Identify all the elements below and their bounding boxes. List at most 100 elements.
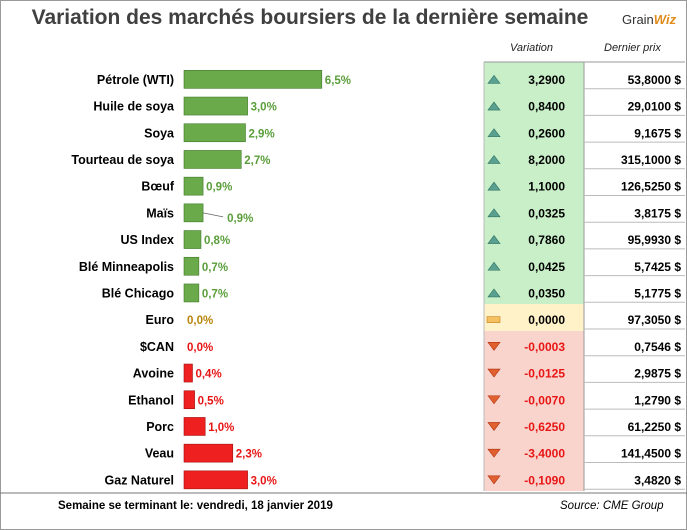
bar	[183, 390, 195, 410]
bar-value-label: 3,0%	[251, 102, 277, 114]
down-triangle-icon	[487, 342, 501, 351]
bar-value-label: 0,5%	[198, 395, 224, 407]
last-price-value: 95,9930 $	[628, 233, 682, 247]
category-label: Maïs	[146, 206, 174, 220]
variation-value: 1,1000	[528, 180, 565, 194]
variation-value: 0,0325	[528, 206, 565, 220]
up-triangle-icon	[487, 128, 501, 138]
category-label: Porc	[146, 420, 174, 434]
last-price-value: 97,3050 $	[628, 313, 682, 327]
category-label: Soya	[144, 126, 175, 140]
up-triangle-icon	[487, 181, 501, 191]
bar-value-label: 0,0%	[187, 342, 213, 354]
bar-value-label: 2,3%	[236, 449, 262, 461]
down-triangle-icon	[487, 368, 501, 378]
bar	[183, 363, 193, 383]
up-triangle-icon	[487, 101, 501, 111]
bar	[183, 203, 204, 223]
bar-value-label: 2,7%	[244, 155, 270, 167]
up-triangle-icon	[487, 235, 501, 244]
bar	[183, 470, 248, 490]
bar-value-label: 0,9%	[227, 213, 253, 225]
down-triangle-icon	[487, 475, 501, 485]
variation-value: -3,4000	[524, 447, 565, 461]
variation-value: 0,0000	[528, 313, 565, 327]
category-label: Euro	[146, 313, 175, 327]
footer-label: Semaine se terminant le:	[58, 500, 194, 512]
category-label: Tourteau de soya	[71, 153, 175, 167]
variation-value: 0,2600	[528, 126, 565, 140]
bar	[183, 123, 246, 143]
bar	[183, 443, 234, 463]
variation-value: -0,0070	[524, 393, 565, 407]
variation-value: 3,2900	[528, 73, 565, 87]
flat-dash-icon	[486, 316, 501, 323]
up-triangle-icon	[487, 288, 501, 298]
bar-value-label: 2,9%	[248, 128, 274, 140]
down-triangle-icon	[487, 395, 501, 405]
footer-week: Semaine se terminant le: vendredi, 18 ja…	[58, 500, 333, 512]
category-label: Gaz Naturel	[105, 473, 174, 487]
price-header: Dernier prix	[604, 42, 661, 54]
category-label: $CAN	[140, 340, 174, 354]
bar-value-label: 3,0%	[251, 475, 277, 487]
up-triangle-icon	[487, 74, 501, 84]
category-label: US Index	[121, 233, 175, 247]
last-price-value: 29,0100 $	[628, 100, 682, 114]
footer-source: Source: CME Group	[560, 500, 664, 512]
category-label: Avoine	[133, 367, 174, 381]
category-label: Huile de soya	[93, 100, 175, 114]
last-price-value: 5,1775 $	[634, 286, 681, 300]
category-label: Bœuf	[141, 180, 174, 194]
last-price-value: 126,5250 $	[621, 180, 681, 194]
category-label: Blé Minneapolis	[79, 260, 174, 274]
footer-date: vendredi, 18 janvier 2019	[196, 500, 333, 512]
bar-value-label: 0,7%	[202, 262, 228, 274]
bar-value-label: 1,0%	[208, 422, 234, 434]
category-label: Veau	[145, 447, 174, 461]
flat-panel	[484, 304, 584, 331]
last-price-value: 5,7425 $	[634, 260, 681, 274]
callout-line	[203, 212, 224, 218]
variation-value: -0,0125	[524, 367, 565, 381]
bar	[183, 70, 323, 89]
bar-value-label: 0,9%	[206, 182, 232, 194]
bar	[183, 417, 206, 436]
variation-value: -0,1090	[524, 473, 565, 487]
variation-value: -0,0003	[524, 340, 565, 354]
last-price-value: 9,1675 $	[634, 126, 681, 140]
variation-header: Variation	[510, 42, 554, 54]
bar-value-label: 0,8%	[204, 235, 230, 247]
category-label: Ethanol	[128, 393, 174, 407]
bar	[183, 283, 200, 303]
variation-value: 0,0350	[528, 286, 565, 300]
logo-grain: Grain	[622, 12, 654, 27]
bar-value-label: 0,4%	[195, 369, 221, 381]
loss-panel	[484, 331, 584, 491]
bar	[183, 230, 202, 249]
last-price-value: 1,2790 $	[634, 393, 681, 407]
bar	[183, 96, 248, 116]
bar-value-label: 0,7%	[202, 288, 228, 300]
bar	[183, 176, 204, 196]
last-price-value: 3,8175 $	[634, 206, 681, 220]
gain-panel	[484, 62, 584, 332]
grainwiz-logo: GrainWiz	[622, 12, 676, 27]
variation-value: 0,0425	[528, 260, 565, 274]
bar-value-label: 0,0%	[187, 315, 213, 327]
last-price-value: 2,9875 $	[634, 367, 681, 381]
bar-value-label: 6,5%	[325, 75, 351, 87]
last-price-value: 0,7546 $	[634, 340, 681, 354]
variation-value: -0,6250	[524, 420, 565, 434]
category-label: Pétrole (WTI)	[97, 73, 174, 87]
last-price-value: 3,4820 $	[634, 473, 681, 487]
bar	[183, 256, 200, 276]
last-price-value: 315,1000 $	[621, 153, 681, 167]
last-price-value: 61,2250 $	[628, 420, 682, 434]
logo-wiz: Wiz	[653, 12, 677, 27]
category-label: Blé Chicago	[102, 286, 175, 300]
chart-title: Variation des marchés boursiers de la de…	[31, 6, 589, 29]
up-triangle-icon	[487, 208, 501, 218]
bar	[183, 150, 242, 169]
